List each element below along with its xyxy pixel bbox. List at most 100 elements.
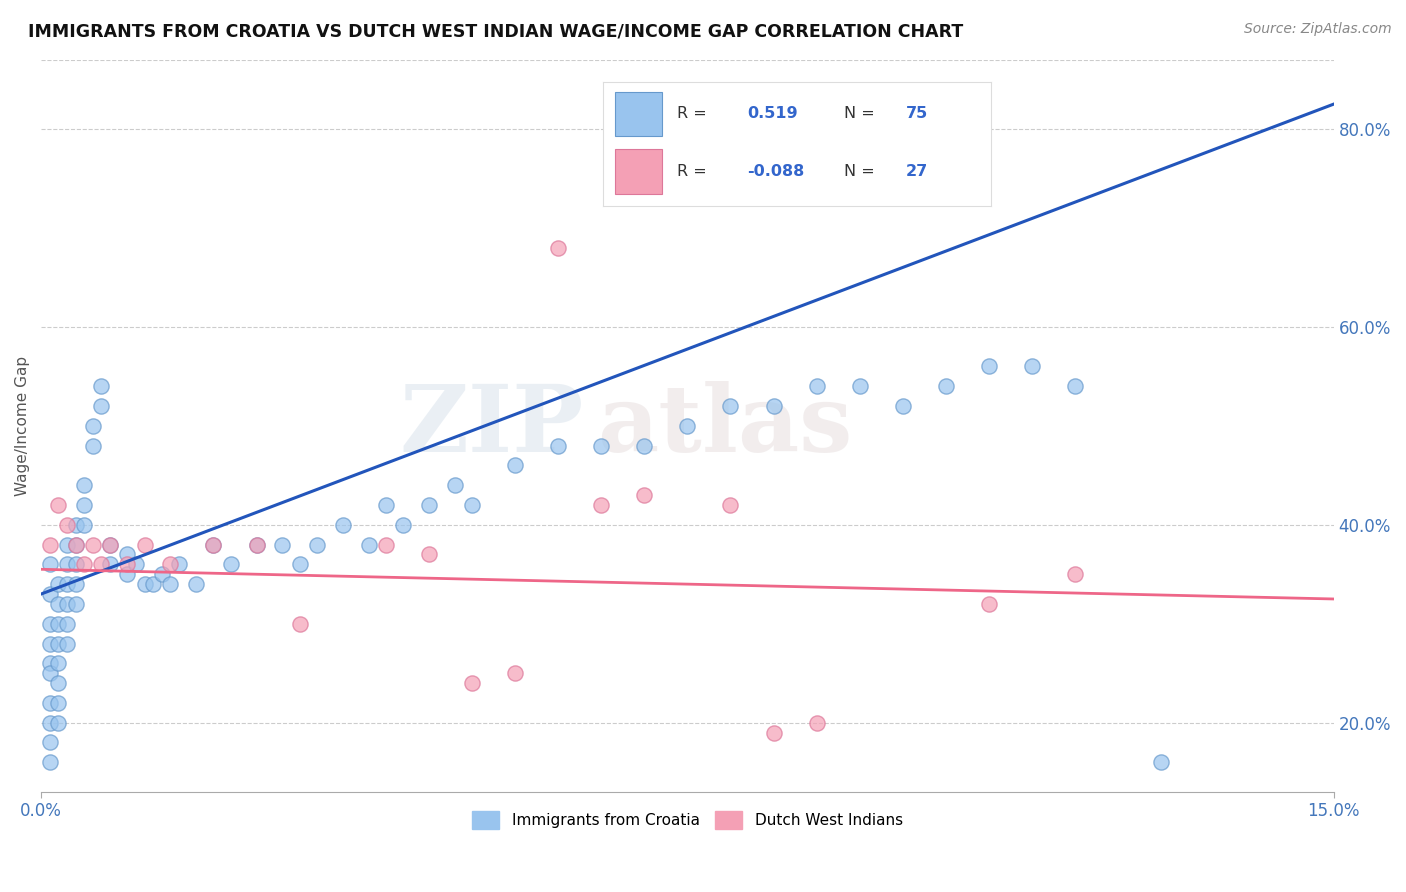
Point [357,537,380,551]
Point [186,577,208,591]
Point [46,498,69,512]
Point [98,558,121,572]
Point [82,537,104,551]
Point [676,418,699,433]
Point [38,756,60,770]
Point [65,577,87,591]
Point [591,439,613,453]
Point [806,379,828,393]
Point [73,517,96,532]
Point [332,517,354,532]
Point [288,558,311,572]
Point [90,379,112,393]
Text: IMMIGRANTS FROM CROATIA VS DUTCH WEST INDIAN WAGE/INCOME GAP CORRELATION CHART: IMMIGRANTS FROM CROATIA VS DUTCH WEST IN… [28,22,963,40]
Point [73,498,96,512]
Point [547,439,569,453]
Point [38,587,60,601]
Point [461,676,484,690]
Point [73,558,96,572]
Point [56,616,79,631]
Point [150,567,173,582]
Point [73,478,96,492]
Legend: Immigrants from Croatia, Dutch West Indians: Immigrants from Croatia, Dutch West Indi… [465,805,908,836]
Point [762,725,785,739]
Point [117,567,139,582]
Point [56,517,79,532]
Point [374,498,396,512]
Point [142,577,165,591]
Point [38,616,60,631]
Point [125,558,148,572]
Point [38,636,60,650]
Point [82,418,104,433]
Point [98,537,121,551]
Point [46,676,69,690]
Point [762,399,785,413]
Point [935,379,957,393]
Point [288,616,311,631]
Point [134,537,156,551]
Text: Source: ZipAtlas.com: Source: ZipAtlas.com [1244,22,1392,37]
Text: atlas: atlas [598,381,852,471]
Point [219,558,242,572]
Point [503,458,526,473]
Point [202,537,225,551]
Point [167,558,190,572]
Point [90,558,112,572]
Point [38,696,60,710]
Point [98,537,121,551]
Point [46,696,69,710]
Point [159,558,181,572]
Point [720,498,742,512]
Point [38,715,60,730]
Point [90,399,112,413]
Point [56,558,79,572]
Point [38,657,60,671]
Point [117,548,139,562]
Point [65,517,87,532]
Point [46,657,69,671]
Point [82,439,104,453]
Point [720,399,742,413]
Point [977,597,1000,611]
Point [46,616,69,631]
Point [117,558,139,572]
Point [977,359,1000,374]
Point [305,537,328,551]
Point [134,577,156,591]
Y-axis label: Wage/Income Gap: Wage/Income Gap [15,356,30,496]
Point [38,537,60,551]
Point [443,478,465,492]
Point [503,666,526,681]
Point [1021,359,1043,374]
Point [46,577,69,591]
Point [46,715,69,730]
Point [461,498,484,512]
Point [848,379,870,393]
Point [1064,567,1087,582]
Point [591,498,613,512]
Point [891,795,914,809]
Point [65,597,87,611]
Point [392,517,415,532]
Point [245,537,267,551]
Point [245,537,267,551]
Point [56,636,79,650]
Point [65,558,87,572]
Point [65,537,87,551]
Point [56,577,79,591]
Point [38,735,60,749]
Point [633,439,655,453]
Point [806,715,828,730]
Point [46,597,69,611]
Point [547,241,569,255]
Point [1064,379,1087,393]
Point [202,537,225,551]
Point [271,537,294,551]
Point [891,399,914,413]
Point [418,548,440,562]
Point [418,498,440,512]
Point [56,597,79,611]
Point [1150,756,1173,770]
Point [56,537,79,551]
